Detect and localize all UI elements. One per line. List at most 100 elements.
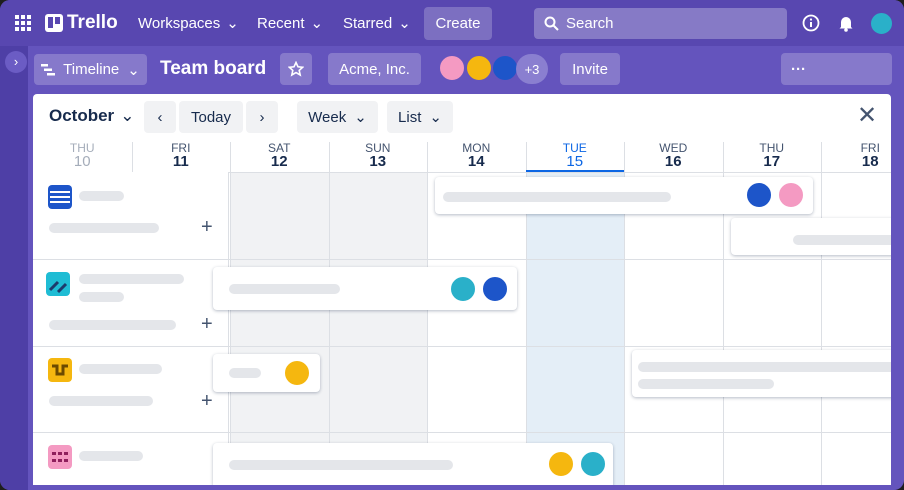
user-avatar[interactable]	[869, 11, 894, 36]
member-avatar[interactable]	[491, 54, 519, 82]
placeholder	[79, 451, 143, 461]
member-avatar[interactable]	[438, 54, 466, 82]
top-nav: Trello Workspaces ⌄ Recent ⌄ Starred ⌄ Crea…	[0, 0, 904, 46]
date: 17	[763, 153, 781, 170]
card[interactable]	[213, 443, 613, 485]
header-divider	[427, 142, 428, 172]
add-button[interactable]: +	[201, 216, 213, 238]
expand-sidebar[interactable]: ›	[5, 51, 27, 73]
day-header: FRI 11	[132, 142, 231, 172]
weekday: MON	[462, 141, 491, 155]
day-column	[230, 173, 329, 485]
weekday: SUN	[365, 141, 391, 155]
date: 18	[861, 153, 879, 170]
view-label: Timeline	[63, 61, 120, 78]
row-divider	[33, 346, 229, 347]
weekday: TUE	[562, 141, 587, 155]
add-button[interactable]: +	[201, 390, 213, 412]
month-picker[interactable]: October ⌄	[49, 106, 134, 126]
date: 11	[172, 153, 189, 170]
weekday: FRI	[860, 141, 880, 155]
menu-label: Workspaces	[138, 14, 221, 32]
header-divider	[821, 142, 822, 172]
list-icon	[48, 445, 72, 469]
more-button[interactable]: ···	[781, 53, 892, 85]
info-icon[interactable]	[802, 14, 820, 32]
header-divider	[131, 142, 133, 172]
card[interactable]	[213, 267, 517, 310]
apps-icon[interactable]	[15, 15, 31, 31]
row-divider	[229, 346, 891, 347]
add-button[interactable]: +	[201, 313, 213, 335]
day-header: SUN 13	[329, 142, 428, 172]
placeholder	[638, 379, 774, 389]
view-picker[interactable]: List ⌄	[387, 101, 453, 133]
chevron: ⌄	[127, 61, 140, 79]
day-header: THU 10	[33, 142, 132, 172]
card[interactable]	[731, 218, 891, 255]
menu[interactable]: Starred ⌄	[343, 8, 411, 38]
header-divider	[328, 142, 330, 172]
row-divider	[229, 259, 891, 260]
chevron: ⌄	[120, 106, 135, 125]
list-icon	[46, 272, 70, 296]
placeholder	[79, 191, 124, 201]
search-box[interactable]: Search	[534, 8, 787, 39]
sidebar: ›	[0, 46, 28, 490]
chevron: ⌄	[354, 109, 367, 126]
star-button[interactable]	[280, 53, 312, 85]
placeholder	[79, 292, 124, 302]
workspace-button[interactable]: Acme, Inc.	[328, 53, 421, 85]
create-button[interactable]: Create	[424, 7, 492, 40]
view-switcher[interactable]: Timeline ⌄	[34, 54, 147, 85]
weekday: THU	[759, 141, 785, 155]
placeholder	[229, 368, 261, 378]
header-divider	[722, 142, 724, 172]
card[interactable]	[213, 354, 320, 392]
menu-label: Recent	[257, 14, 305, 32]
day-header: FRI 18	[821, 142, 891, 172]
placeholder	[79, 274, 184, 284]
weekday: WED	[659, 141, 688, 155]
member-avatar[interactable]	[465, 54, 493, 82]
weekday: FRI	[171, 141, 191, 155]
view-label: List	[398, 108, 422, 126]
menu[interactable]: Recent ⌄	[257, 8, 323, 38]
row-divider	[229, 432, 891, 433]
day-header: MON 14	[427, 142, 526, 172]
header-divider	[230, 142, 231, 172]
member-avatar	[579, 450, 607, 478]
logo[interactable]: Trello	[67, 12, 118, 33]
chevron: ⌄	[226, 15, 239, 32]
timeline-icon	[41, 63, 56, 75]
star-icon	[288, 61, 304, 77]
placeholder	[49, 223, 159, 233]
today-marker	[525, 170, 624, 172]
member-overflow[interactable]: +3	[516, 54, 548, 84]
day-header: WED 16	[624, 142, 723, 172]
header-divider	[525, 142, 527, 172]
menu-label: Starred	[343, 14, 393, 32]
month: October	[49, 106, 115, 125]
invite-button[interactable]: Invite	[560, 53, 620, 85]
card[interactable]	[632, 350, 891, 397]
board-title[interactable]: Team board	[160, 58, 267, 79]
date: 12	[270, 153, 288, 170]
member-avatar	[777, 181, 805, 209]
range-picker[interactable]: Week ⌄	[297, 101, 378, 133]
placeholder	[229, 284, 340, 294]
list-column: + + +	[33, 172, 229, 485]
card[interactable]	[435, 177, 813, 214]
next-button[interactable]: ›	[246, 101, 278, 133]
menu[interactable]: Workspaces ⌄	[138, 8, 239, 38]
weekday: THU	[69, 141, 95, 155]
today-button[interactable]: Today	[179, 101, 243, 133]
member-avatar	[481, 275, 509, 303]
prev-button[interactable]: ‹	[144, 101, 176, 133]
range-label: Week	[308, 108, 347, 126]
logo-icon	[45, 14, 63, 32]
close-button[interactable]: ✕	[857, 102, 878, 129]
notifications-icon[interactable]	[838, 14, 854, 32]
